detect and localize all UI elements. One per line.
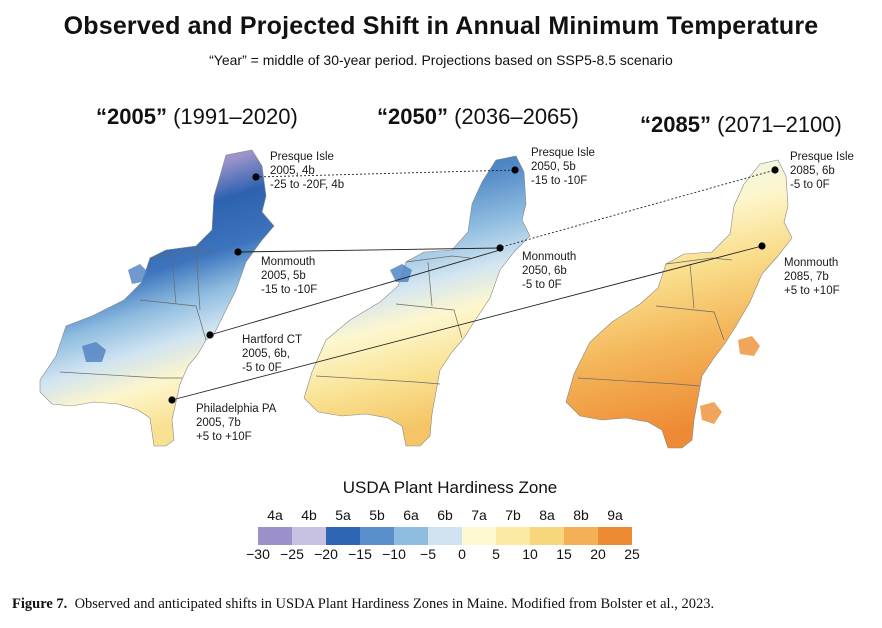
- legend-tick-label: −20: [314, 546, 338, 562]
- legend-swatch: [360, 527, 394, 545]
- legend-swatch: [598, 527, 632, 545]
- legend-title: USDA Plant Hardiness Zone: [342, 478, 558, 497]
- city-markers: [168, 166, 779, 404]
- legend-tick-label: 0: [458, 546, 466, 562]
- panel-range: (2071–2100): [717, 112, 842, 137]
- legend-zone-label: 9a: [607, 507, 623, 523]
- map-2005: [39, 149, 275, 447]
- legend-tick-label: −15: [348, 546, 372, 562]
- caption-label: Figure 7.: [12, 596, 68, 612]
- label-monmouth-2050: Monmouth 2050, 6b -5 to 0F: [522, 251, 580, 291]
- legend-swatch: [564, 527, 598, 545]
- panel-year: “2050”: [377, 104, 448, 129]
- legend-tick-label: 25: [624, 546, 640, 562]
- legend-zone-label: 7a: [471, 507, 487, 523]
- label-philadelphia-2005: Philadelphia PA 2005, 7b +5 to +10F: [196, 403, 279, 443]
- legend-swatch: [394, 527, 428, 545]
- legend-zone-label: 6a: [403, 507, 419, 523]
- legend-zone-label: 7b: [505, 507, 521, 523]
- legend-zone-label: 5a: [335, 507, 351, 523]
- panel-title-2085: “2085” (2071–2100): [640, 112, 842, 138]
- label-hartford-2005: Hartford CT 2005, 6b, -5 to 0F: [242, 334, 305, 374]
- legend-zone-label: 8b: [573, 507, 589, 523]
- panel-title-2005: “2005” (1991–2020): [96, 104, 298, 130]
- presque-isle-marker: [252, 173, 260, 181]
- monmouth-marker: [496, 244, 504, 252]
- state-borders: [577, 257, 733, 387]
- legend-tick-label: 5: [492, 546, 500, 562]
- map-region-2085: [565, 159, 793, 449]
- hartford-marker: [206, 331, 214, 339]
- legend-swatch: [496, 527, 530, 545]
- monmouth-connector: [237, 247, 501, 253]
- label-monmouth-2005: Monmouth 2005, 5b -15 to -10F: [261, 256, 319, 296]
- figure-title: Observed and Projected Shift in Annual M…: [63, 12, 819, 40]
- legend-swatch: [292, 527, 326, 545]
- figure-subtitle: “Year” = middle of 30-year period. Proje…: [209, 52, 673, 68]
- legend-tick-label: −5: [420, 546, 436, 562]
- philadelphia-connector: [171, 245, 763, 401]
- panel-range: (1991–2020): [173, 104, 298, 129]
- map-region-2005: [39, 149, 275, 447]
- map-region-2050: [303, 155, 531, 447]
- label-presque-isle-2005: Presque Isle 2005, 4b -25 to -20F, 4b: [270, 151, 344, 191]
- map-2085: [565, 159, 793, 449]
- panel-title-2050: “2050” (2036–2065): [377, 104, 579, 130]
- legend-zone-label: 8a: [539, 507, 555, 523]
- legend-swatch: [428, 527, 462, 545]
- panel-range: (2036–2065): [454, 104, 579, 129]
- legend-swatch: [258, 527, 292, 545]
- legend-zone-label: 4a: [267, 507, 283, 523]
- connector-lines: [171, 169, 776, 401]
- legend-swatch: [462, 527, 496, 545]
- presque-isle-marker: [511, 166, 519, 174]
- monmouth-marker: [234, 248, 242, 256]
- legend-swatch: [530, 527, 564, 545]
- map-2050: [303, 155, 531, 447]
- philadelphia-marker: [168, 396, 176, 404]
- legend-tick-label: −25: [280, 546, 304, 562]
- legend-zone-label: 6b: [437, 507, 453, 523]
- legend-tick-label: 10: [522, 546, 538, 562]
- zone-patch: [82, 264, 148, 362]
- presque-isle-marker: [771, 166, 779, 174]
- presque-isle-connector: [255, 169, 516, 178]
- label-presque-isle-2085: Presque Isle 2085, 6b -5 to 0F: [790, 151, 857, 191]
- legend-tick-label: −30: [246, 546, 270, 562]
- hartford-connector: [209, 249, 501, 336]
- zone-patch: [700, 336, 760, 424]
- caption-text: Observed and anticipated shifts in USDA …: [74, 596, 715, 612]
- legend-swatch: [326, 527, 360, 545]
- panel-year: “2085”: [640, 112, 711, 137]
- legend-zone-label: 4b: [301, 507, 317, 523]
- state-borders: [59, 249, 215, 379]
- figure-caption: Figure 7. Observed and anticipated shift…: [12, 596, 714, 613]
- legend-zone-label: 5b: [369, 507, 385, 523]
- monmouth-marker: [758, 242, 766, 250]
- legend-tick-label: 20: [590, 546, 606, 562]
- legend-tick-label: −10: [382, 546, 406, 562]
- panel-year: “2005”: [96, 104, 167, 129]
- label-monmouth-2085: Monmouth 2085, 7b +5 to +10F: [784, 257, 842, 297]
- state-borders: [315, 255, 471, 385]
- label-presque-isle-2050: Presque Isle 2050, 5b -15 to -10F: [531, 147, 598, 187]
- legend-tick-label: 15: [556, 546, 572, 562]
